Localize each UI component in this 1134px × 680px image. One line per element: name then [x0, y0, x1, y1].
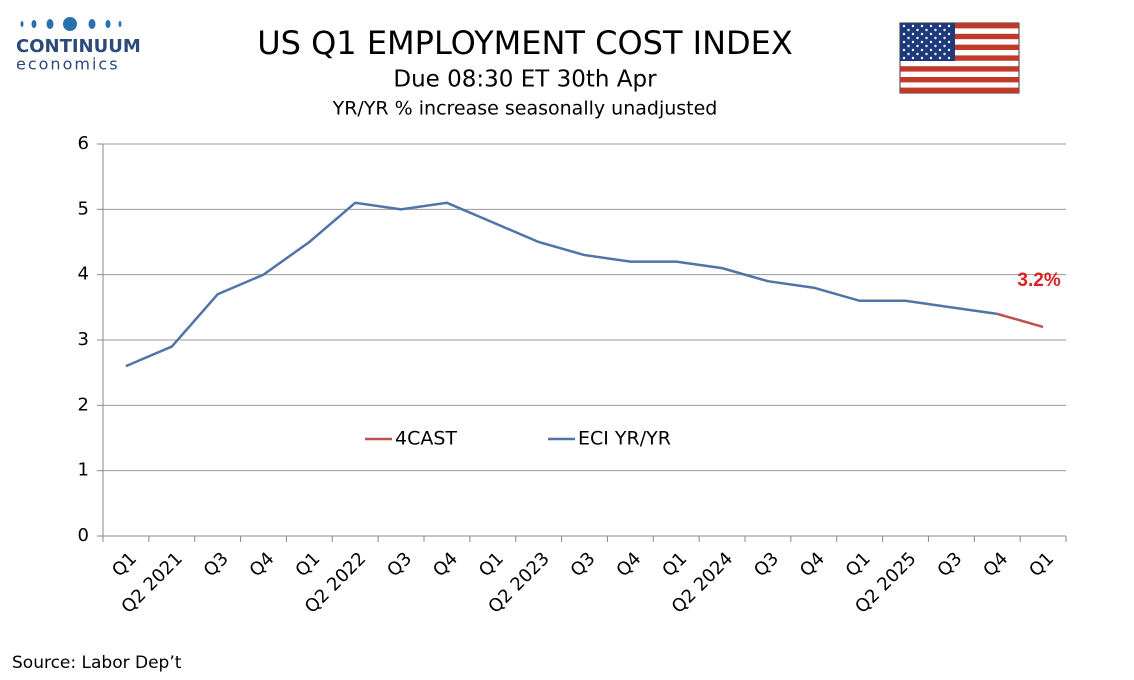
series-line — [125, 201, 998, 368]
y-tick-label: 3 — [78, 329, 89, 350]
logo-dots — [20, 17, 122, 31]
series-line — [996, 312, 1044, 329]
y-tick-label: 1 — [78, 460, 89, 481]
x-tick-label: Q3 — [200, 548, 233, 581]
x-tick-label: Q3 — [933, 548, 966, 581]
flag — [899, 22, 1020, 94]
x-tick-label: Q1 — [291, 548, 324, 581]
y-tick-label: 4 — [78, 264, 89, 285]
y-axis-label: YR/YR % increase seasonally unadjusted — [332, 98, 718, 120]
y-tick-label: 5 — [78, 198, 89, 219]
x-tick-label: Q1 — [842, 548, 875, 581]
x-tick-label: Q4 — [796, 548, 829, 581]
y-tick-label: 6 — [78, 133, 89, 154]
brand-tagline: economics — [16, 55, 120, 74]
chart-title: US Q1 EMPLOYMENT COST INDEX — [257, 24, 793, 62]
chart-subtitle: Due 08:30 ET 30th Apr — [393, 67, 657, 93]
y-tick-label: 2 — [78, 394, 89, 415]
brand-name: CONTINUUM — [16, 36, 141, 57]
x-tick-label: Q1 — [1025, 548, 1058, 581]
x-tick-label: Q4 — [612, 548, 645, 581]
x-tick-label: Q1 — [475, 548, 508, 581]
x-tick-label: Q3 — [383, 548, 416, 581]
x-tick-label: Q4 — [979, 548, 1012, 581]
y-tick-label: 0 — [78, 525, 89, 546]
x-tick-label: Q4 — [246, 548, 279, 581]
x-tick-label: Q1 — [108, 548, 141, 581]
legend-label: 4CAST — [395, 428, 457, 450]
source-note: Source: Labor Dep’t — [12, 653, 182, 673]
data-label: 3.2% — [1017, 270, 1060, 291]
x-tick-label: Q4 — [429, 548, 462, 581]
x-tick-label: Q3 — [750, 548, 783, 581]
legend-label: ECI YR/YR — [578, 428, 671, 450]
x-tick-label: Q3 — [567, 548, 600, 581]
x-tick-label: Q1 — [658, 548, 691, 581]
